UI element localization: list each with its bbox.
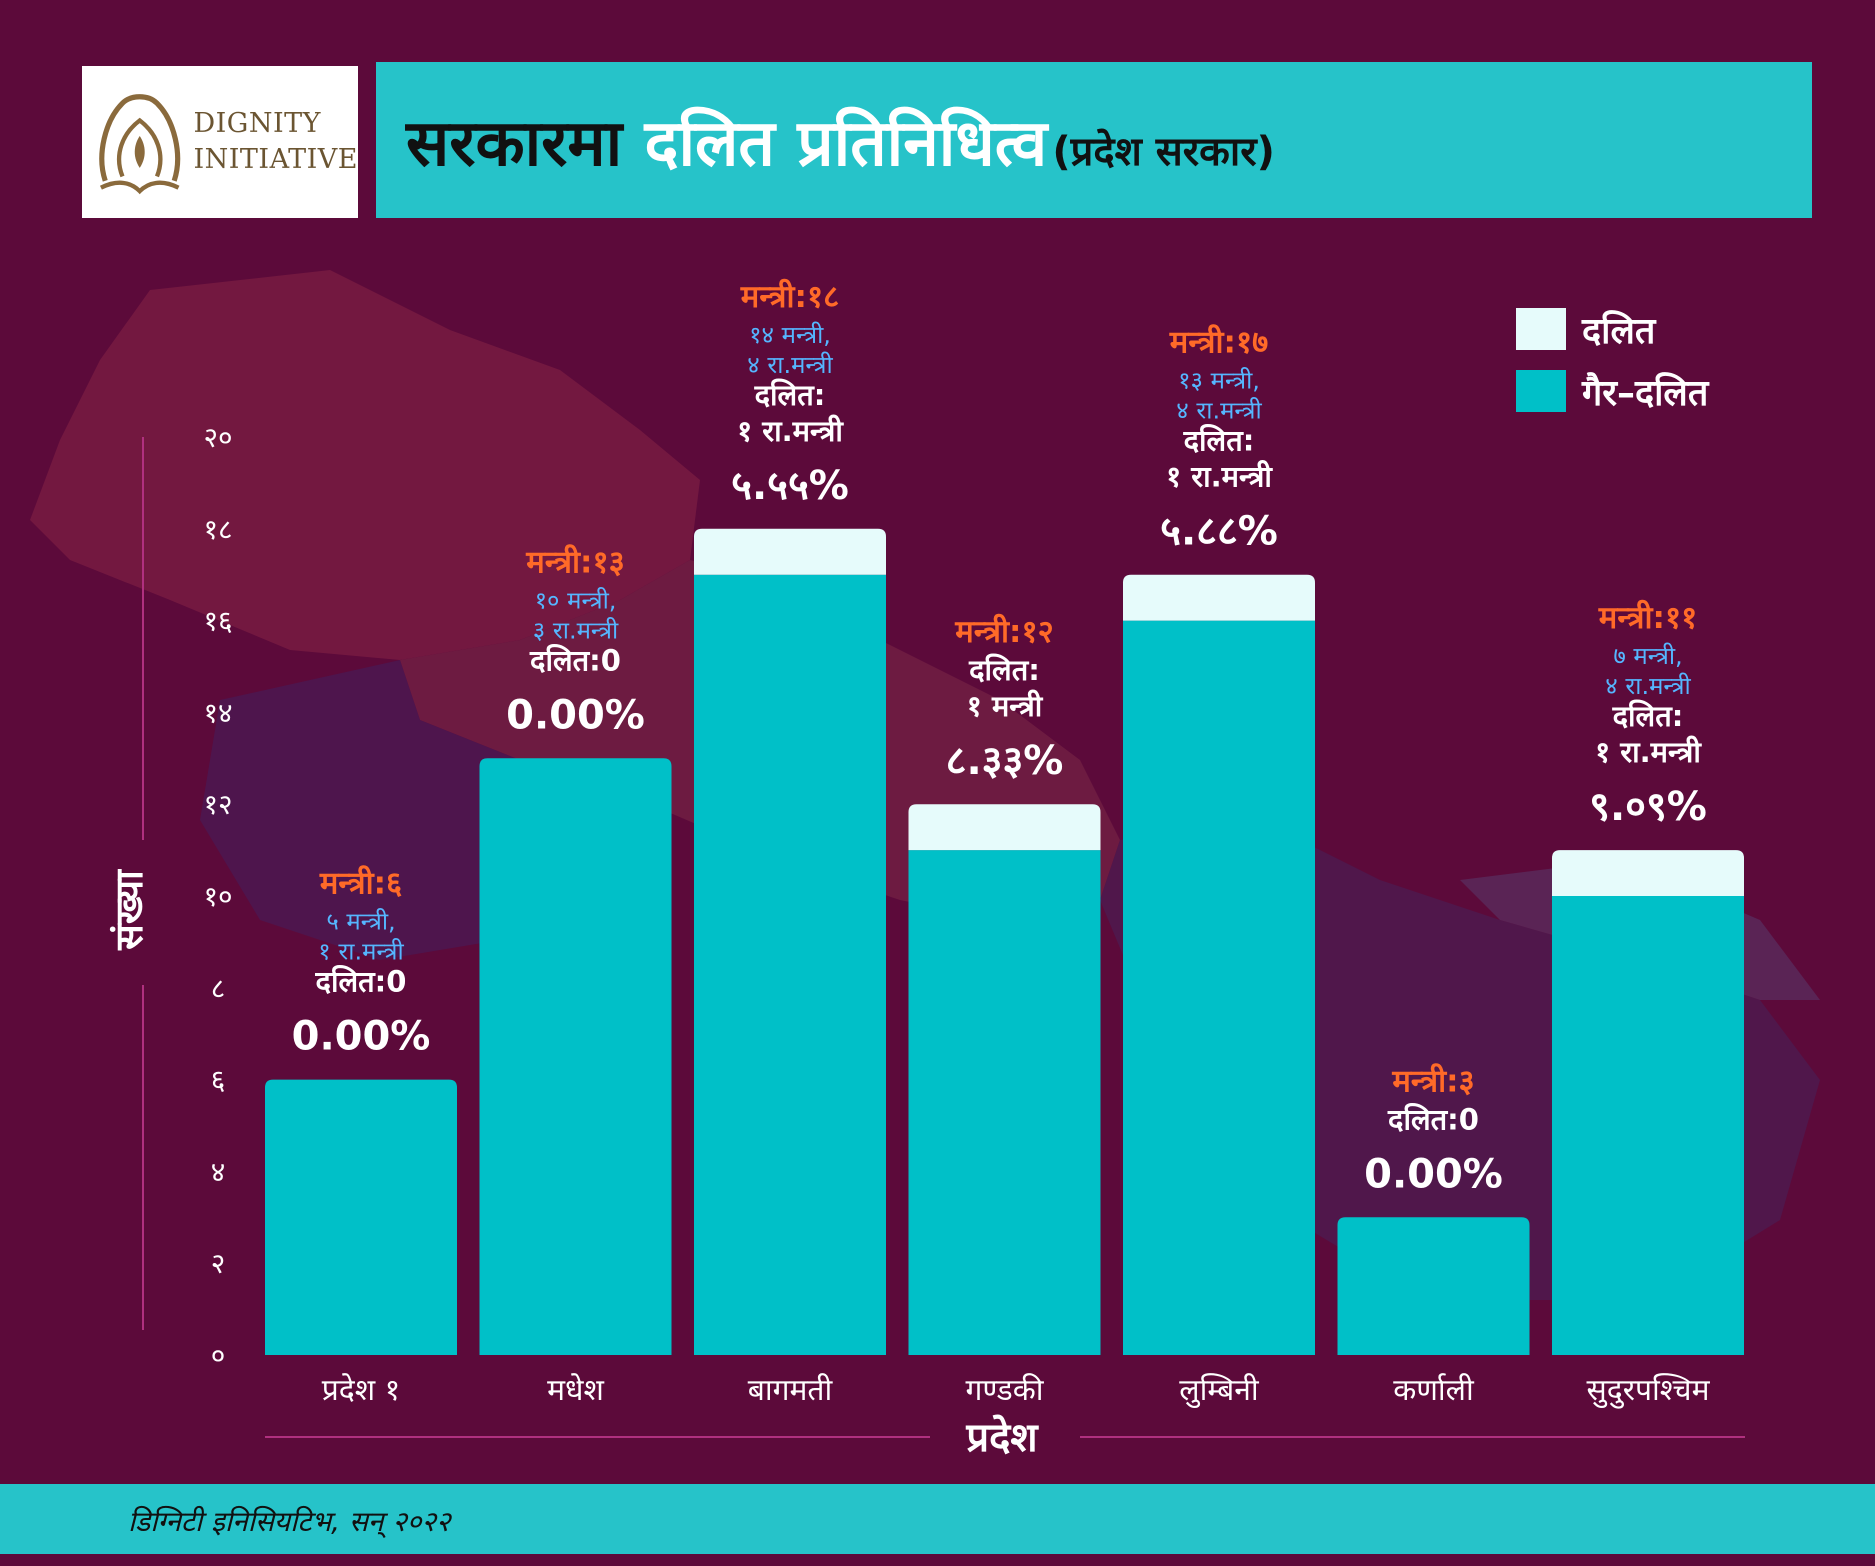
map-west-region (30, 270, 700, 660)
minister-count-label: मन्त्री:३ (1391, 1062, 1474, 1099)
legend-swatch-nondalit (1516, 370, 1566, 412)
legend-item-dalit: दलित (1516, 298, 1708, 360)
minister-detail-label: १० मन्त्री, (535, 586, 617, 614)
x-tick-label: कर्णाली (1393, 1373, 1475, 1408)
minister-detail-label: १३ मन्त्री, (1178, 367, 1260, 395)
dalit-count-label: १ मन्त्री (967, 689, 1044, 723)
minister-detail-label: ४ रा.मन्त्री (1176, 397, 1262, 425)
dalit-count-label: दलित:0 (315, 965, 407, 999)
dignity-logo-icon (99, 94, 181, 195)
logo: DIGNITY INITIATIVE (82, 66, 358, 218)
x-tick-label: गण्डकी (966, 1373, 1045, 1408)
x-tick-label: प्रदेश १ (322, 1373, 401, 1408)
legend-label-dalit: दलित (1582, 310, 1656, 352)
bar-nondalit (908, 850, 1101, 1355)
bar-dalit (694, 528, 886, 575)
y-tick-label: ६ (211, 1064, 226, 1097)
minister-detail-label: १४ मन्त्री, (749, 321, 831, 349)
bar-nondalit (479, 758, 672, 1355)
percent-label: ५.८८% (1160, 509, 1278, 555)
percent-label: 0.00% (292, 1014, 431, 1060)
y-tick-label: १८ (203, 513, 232, 546)
dalit-count-label: १ रा.मन्त्री (1595, 735, 1702, 769)
dalit-count-label: १ रा.मन्त्री (1166, 460, 1273, 494)
minister-detail-label: ५ मन्त्री, (326, 908, 395, 936)
dalit-count-label: दलित: (754, 378, 826, 412)
legend-label-nondalit: गैर–दलित (1582, 372, 1709, 414)
minister-count-label: मन्त्री:१२ (954, 613, 1053, 650)
logo-line1: DIGNITY (193, 108, 321, 139)
minister-detail-label: ४ रा.मन्त्री (1605, 672, 1691, 700)
title-sub: (प्रदेश सरकार) (1052, 128, 1275, 175)
percent-label: ८.३३% (946, 738, 1064, 784)
x-tick-label: सुदुरपश्चिम (1586, 1373, 1710, 1409)
y-tick-label: २० (203, 421, 232, 454)
minister-detail-label: ७ मन्त्री, (1613, 642, 1682, 670)
y-tick-label: ४ (211, 1155, 226, 1188)
legend-item-nondalit: गैर–दलित (1516, 360, 1708, 422)
bar-nondalit (694, 574, 886, 1355)
title-accent: दलित प्रतिनिधित्व (644, 106, 1048, 181)
minister-count-label: मन्त्री:१३ (525, 543, 624, 580)
y-tick-label: १६ (203, 605, 232, 638)
logo-line2: INITIATIVE (193, 144, 358, 175)
bottom-strip (0, 1554, 1875, 1566)
percent-label: ९.०९% (1589, 784, 1707, 830)
x-axis-label: प्रदेश (965, 1414, 1039, 1461)
minister-detail-label: १ रा.मन्त्री (318, 938, 404, 966)
percent-label: 0.00% (506, 692, 645, 738)
bar-dalit (908, 804, 1101, 851)
bar-nondalit (1123, 620, 1315, 1355)
y-tick-label: १४ (203, 696, 232, 729)
map-south-region (200, 660, 560, 960)
dalit-count-label: दलित:0 (1387, 1102, 1479, 1136)
x-tick-label: बागमती (748, 1373, 834, 1408)
title-main: सरकारमा (406, 106, 645, 181)
bar-dalit (1123, 574, 1315, 621)
footer: डिग्निटी इनिसियटिभ, सन् २०२२ (0, 1484, 1875, 1554)
x-tick-label: लुम्बिनी (1179, 1373, 1260, 1409)
dalit-count-label: दलित:0 (529, 643, 621, 677)
y-tick-label: १२ (203, 788, 232, 821)
minister-detail-label: ३ रा.मन्त्री (533, 616, 619, 644)
dalit-count-label: दलित: (968, 653, 1040, 687)
minister-count-label: मन्त्री:१८ (740, 278, 839, 315)
page-title: सरकारमा दलित प्रतिनिधित्व (प्रदेश सरकार) (406, 97, 1275, 184)
y-axis-label: संख्या (107, 869, 151, 951)
y-tick-label: ८ (211, 972, 226, 1005)
dalit-count-label: दलित: (1183, 424, 1255, 458)
bar-nondalit (265, 1079, 457, 1355)
dalit-count-label: दलित: (1612, 699, 1684, 733)
footer-credit: डिग्निटी इनिसियटिभ, सन् २०२२ (128, 1505, 451, 1538)
dalit-count-label: १ रा.मन्त्री (737, 414, 844, 448)
minister-count-label: मन्त्री:११ (1598, 599, 1697, 636)
title-bar: सरकारमा दलित प्रतिनिधित्व (प्रदेश सरकार) (376, 62, 1812, 218)
x-tick-label: मधेश (547, 1373, 604, 1408)
minister-count-label: मन्त्री:६ (319, 865, 402, 902)
y-tick-label: १० (203, 880, 232, 913)
legend-swatch-dalit (1516, 308, 1566, 350)
y-tick-label: ० (211, 1339, 226, 1372)
legend: दलित गैर–दलित (1516, 298, 1708, 422)
minister-detail-label: ४ रा.मन्त्री (747, 351, 833, 379)
y-tick-label: २ (211, 1247, 226, 1280)
bar-dalit (1552, 850, 1744, 896)
percent-label: 0.00% (1364, 1151, 1503, 1197)
minister-count-label: मन्त्री:१७ (1169, 324, 1268, 361)
percent-label: ५.५५% (731, 463, 849, 509)
bar-nondalit (1552, 896, 1744, 1355)
bar-nondalit (1337, 1217, 1530, 1355)
